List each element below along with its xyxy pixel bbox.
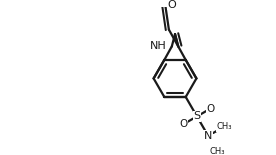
Text: O: O	[206, 104, 214, 114]
Text: S: S	[193, 111, 200, 121]
Text: CH₃: CH₃	[216, 122, 232, 131]
Text: NH: NH	[150, 41, 167, 51]
Text: CH₃: CH₃	[209, 147, 225, 155]
Text: O: O	[168, 0, 176, 10]
Text: N: N	[204, 131, 212, 141]
Text: O: O	[179, 119, 188, 129]
